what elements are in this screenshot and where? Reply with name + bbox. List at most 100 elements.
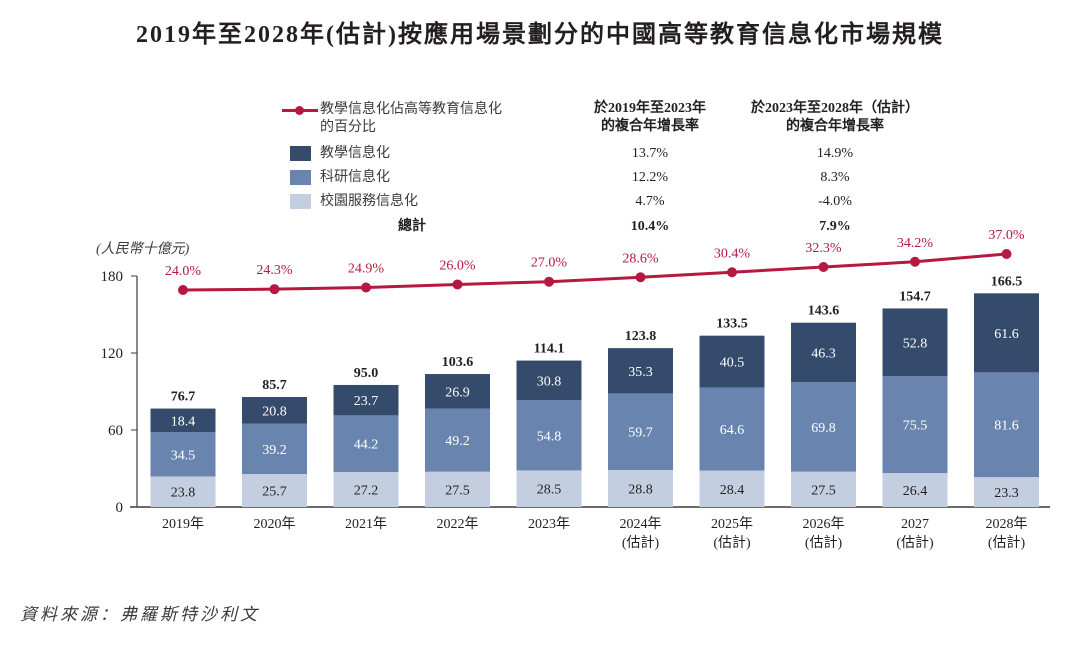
bar-segment [882, 473, 948, 507]
bar-segment [882, 308, 948, 377]
bar-total-label: 103.6 [442, 355, 474, 370]
bar-segment-label: 52.8 [903, 336, 928, 351]
bar-segment [974, 293, 1039, 373]
percentage-line [182, 252, 1007, 292]
legend-line-label-1: 教學信息化佔高等教育信息化 [320, 102, 502, 117]
bar-segment-label: 26.4 [903, 484, 928, 499]
percentage-point [452, 279, 463, 290]
bar-segment-label: 18.4 [171, 414, 196, 429]
bar-segment [608, 470, 673, 507]
percentage-label: 27.0% [531, 256, 568, 271]
bar-segment [150, 432, 216, 477]
bar-segment-label: 23.7 [354, 394, 379, 409]
percentage-point [361, 282, 371, 293]
x-tick-label: 2020年 [254, 516, 296, 532]
percentage-label: 37.0% [988, 228, 1025, 243]
cagr-campus-2019-2023: 4.7% [635, 194, 665, 209]
x-tick-label-sub: (估計) [988, 535, 1026, 551]
bar-segment-label: 34.5 [171, 448, 196, 463]
legend-dot-marker-icon [295, 106, 304, 115]
bar-segment-label: 46.3 [811, 346, 836, 361]
bar-segment-label: 28.4 [720, 483, 745, 498]
bar-segment [974, 477, 1039, 507]
y-tick-label: 60 [108, 423, 123, 439]
bar-segment-label: 28.8 [628, 483, 653, 498]
bar-segment [791, 471, 856, 507]
legend-line-label-2: 的百分比 [320, 120, 376, 135]
bar-segment [608, 348, 673, 394]
legend-swatch-teaching [290, 146, 311, 161]
bar-total-label: 85.7 [262, 378, 287, 393]
cagr-header-2023-2028-line1: 於2023年至2028年（估計） [751, 101, 919, 116]
cagr-header-2023-2028: 於2023年至2028年（估計） 的複合年增長率 [735, 100, 935, 136]
bar-segment-label: 27.5 [445, 483, 470, 498]
bar-segment-label: 26.9 [445, 385, 470, 400]
percentage-point [635, 272, 646, 283]
cagr-research-2019-2023: 12.2% [631, 170, 669, 185]
bar-segment [150, 476, 216, 507]
bar-segment-label: 30.8 [537, 374, 562, 389]
legend-label-total: 總計 [398, 219, 426, 234]
percentage-label: 24.9% [348, 262, 385, 277]
x-tick-label: 2021年 [345, 516, 387, 532]
cagr-campus-2023-2028: -4.0% [818, 194, 852, 209]
percentage-label: 34.2% [897, 236, 934, 251]
percentage-label: 24.3% [256, 263, 293, 278]
percentage-point [178, 285, 188, 295]
x-tick-label: 2022年 [437, 516, 479, 532]
y-axis-unit-label: (人民幣十億元) [96, 242, 190, 257]
bar-segment-label: 61.6 [994, 327, 1019, 342]
x-tick-label: 2019年 [162, 516, 204, 532]
bar-segment-label: 28.5 [537, 483, 562, 498]
bar-segment-label: 40.5 [720, 356, 745, 371]
bar-segment [974, 372, 1039, 478]
legend-label-research: 科研信息化 [320, 170, 390, 185]
bar-total-label: 166.5 [991, 274, 1023, 289]
bar-segment [791, 322, 856, 383]
x-tick-label-sub: (估計) [622, 535, 660, 551]
y-tick-label: 120 [101, 346, 124, 362]
bar-segment-label: 23.3 [994, 486, 1019, 501]
legend-item-research: 科研信息化 12.2% 8.3% [280, 168, 960, 188]
bar-total-label: 95.0 [354, 366, 379, 381]
x-tick-label-sub: (估計) [805, 535, 843, 551]
bar-total-label: 114.1 [534, 342, 565, 357]
cagr-research-2023-2028: 8.3% [820, 170, 850, 185]
bar-segment-label: 59.7 [628, 426, 653, 441]
bar-segment-label: 69.8 [811, 421, 836, 436]
cagr-teaching-2023-2028: 14.9% [816, 146, 854, 161]
cagr-header-2019-2023-line2: 的複合年增長率 [601, 119, 699, 134]
bar-segment [516, 400, 582, 471]
bar-total-label: 143.6 [808, 304, 840, 319]
cagr-header-2023-2028-line2: 的複合年增長率 [786, 119, 884, 134]
bar-segment [242, 397, 307, 424]
x-tick-label: 2025年 [711, 516, 753, 532]
bar-segment [425, 408, 490, 472]
bar-segment [333, 384, 399, 416]
cagr-teaching-2019-2023: 13.7% [631, 146, 669, 161]
bar-segment-label: 35.3 [628, 365, 653, 380]
bar-segment-label: 49.2 [445, 434, 470, 449]
percentage-label: 24.0% [165, 264, 202, 279]
percentage-point [544, 276, 554, 287]
bar-segment [608, 393, 673, 471]
percentage-point [910, 256, 920, 267]
bar-segment [882, 376, 948, 474]
bar-segment-label: 23.8 [171, 486, 196, 501]
bar-total-label: 123.8 [625, 329, 657, 344]
percentage-label: 30.4% [714, 246, 751, 261]
bar-segment [699, 387, 765, 471]
bar-segment [516, 360, 582, 401]
percentage-label: 28.6% [622, 251, 659, 266]
bar-segment-label: 27.5 [811, 483, 836, 498]
bar-total-label: 154.7 [899, 289, 931, 304]
cagr-total-2023-2028: 7.9% [819, 219, 851, 234]
bar-segment-label: 75.5 [903, 419, 928, 434]
bar-segment [699, 470, 765, 507]
bar-segment [333, 415, 399, 473]
bar-total-label: 133.5 [716, 317, 748, 332]
percentage-point [727, 267, 737, 278]
x-tick-label: 2028年 [986, 516, 1028, 532]
legend-swatch-campus [290, 194, 311, 209]
